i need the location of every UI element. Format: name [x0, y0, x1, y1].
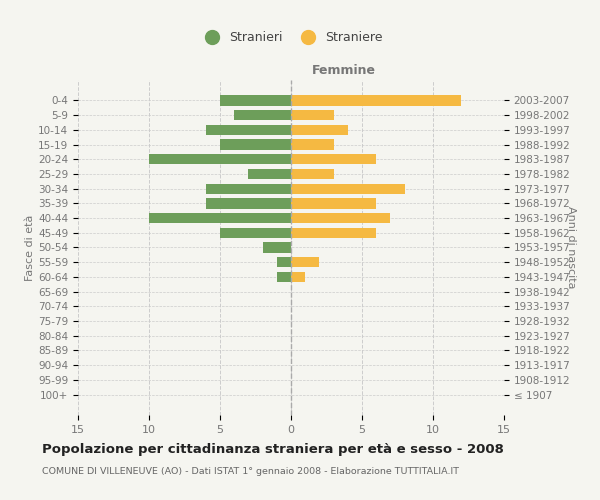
Text: COMUNE DI VILLENEUVE (AO) - Dati ISTAT 1° gennaio 2008 - Elaborazione TUTTITALIA: COMUNE DI VILLENEUVE (AO) - Dati ISTAT 1… — [42, 468, 459, 476]
Text: Femmine: Femmine — [312, 64, 376, 76]
Bar — [263, 242, 291, 252]
Bar — [248, 169, 291, 179]
Bar — [291, 198, 376, 208]
Y-axis label: Fasce di età: Fasce di età — [25, 214, 35, 280]
Bar — [277, 257, 291, 268]
Bar — [291, 140, 334, 149]
Bar — [291, 95, 461, 106]
Bar — [291, 184, 404, 194]
Bar — [220, 95, 291, 106]
Bar — [291, 228, 376, 238]
Bar — [149, 154, 291, 164]
Bar — [277, 272, 291, 282]
Bar — [206, 184, 291, 194]
Text: Popolazione per cittadinanza straniera per età e sesso - 2008: Popolazione per cittadinanza straniera p… — [42, 442, 504, 456]
Bar — [291, 124, 348, 135]
Bar — [291, 154, 376, 164]
Legend: Stranieri, Straniere: Stranieri, Straniere — [194, 26, 388, 49]
Bar — [291, 110, 334, 120]
Bar — [206, 124, 291, 135]
Bar — [291, 169, 334, 179]
Bar — [291, 213, 391, 223]
Bar — [291, 272, 305, 282]
Y-axis label: Anni di nascita: Anni di nascita — [566, 206, 576, 289]
Bar — [220, 140, 291, 149]
Bar — [206, 198, 291, 208]
Bar — [220, 228, 291, 238]
Bar — [234, 110, 291, 120]
Bar — [291, 257, 319, 268]
Bar — [149, 213, 291, 223]
